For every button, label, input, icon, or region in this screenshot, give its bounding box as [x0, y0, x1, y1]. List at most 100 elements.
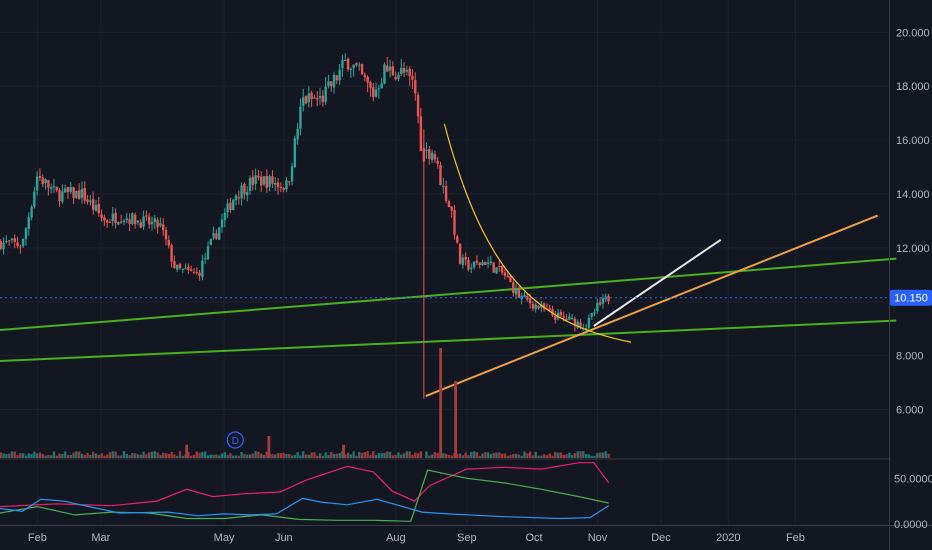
candle-body[interactable]	[251, 176, 255, 185]
candle-body[interactable]	[150, 221, 154, 225]
candle-body[interactable]	[456, 236, 459, 243]
candle-body[interactable]	[570, 317, 574, 319]
candle-body[interactable]	[391, 66, 395, 76]
candle-body[interactable]	[386, 65, 389, 72]
candle-body[interactable]	[584, 328, 588, 330]
candle-body[interactable]	[276, 182, 280, 188]
candle-body[interactable]	[562, 316, 565, 318]
candle-body[interactable]	[24, 228, 28, 240]
candle-body[interactable]	[330, 81, 333, 87]
candle-body[interactable]	[240, 185, 243, 199]
time-axis[interactable]: Feb Mar May Jun Aug Sep Oct Nov Dec 2020 Feb	[28, 532, 805, 544]
candle-body[interactable]	[425, 149, 428, 151]
candle-body[interactable]	[16, 242, 19, 247]
candle-body[interactable]	[461, 257, 465, 265]
candle-body[interactable]	[262, 176, 266, 185]
candle-body[interactable]	[478, 262, 481, 266]
candle-body[interactable]	[173, 261, 176, 269]
candle-body[interactable]	[534, 304, 537, 310]
candle-body[interactable]	[223, 212, 227, 220]
candle-body[interactable]	[271, 176, 274, 184]
candle-body[interactable]	[83, 188, 86, 201]
candle-body[interactable]	[35, 176, 39, 191]
candle-body[interactable]	[41, 177, 44, 185]
candle-body[interactable]	[428, 149, 431, 159]
candle-body[interactable]	[94, 204, 98, 211]
candle-body[interactable]	[108, 222, 112, 224]
candle-body[interactable]	[419, 116, 423, 151]
candle-body[interactable]	[405, 69, 409, 72]
candle-body[interactable]	[204, 258, 207, 260]
candle-body[interactable]	[489, 261, 493, 263]
candle-body[interactable]	[279, 186, 283, 188]
price-axis[interactable]: 20.00018.00016.00014.00012.00010.0008.00…	[896, 27, 930, 416]
candle-body[interactable]	[114, 212, 117, 224]
candle-body[interactable]	[52, 185, 56, 187]
candle-body[interactable]	[117, 222, 120, 225]
candle-body[interactable]	[436, 160, 439, 164]
candle-body[interactable]	[355, 63, 358, 66]
candle-body[interactable]	[97, 204, 100, 214]
candle-body[interactable]	[254, 175, 257, 184]
candle-body[interactable]	[514, 288, 518, 295]
candle-body[interactable]	[147, 216, 151, 225]
candle-body[interactable]	[503, 272, 507, 276]
candle-body[interactable]	[366, 76, 369, 83]
candle-body[interactable]	[321, 95, 325, 103]
candle-body[interactable]	[296, 128, 299, 140]
candle-body[interactable]	[33, 191, 36, 207]
candle-body[interactable]	[274, 182, 277, 185]
drawing-overlays[interactable]	[443, 123, 632, 343]
candle-body[interactable]	[49, 187, 53, 189]
candle-body[interactable]	[344, 59, 347, 61]
candle-body[interactable]	[176, 265, 179, 270]
candle-body[interactable]	[540, 304, 543, 308]
candle-body[interactable]	[587, 317, 591, 328]
candle-body[interactable]	[133, 214, 137, 224]
candle-body[interactable]	[290, 166, 294, 182]
candle-body[interactable]	[89, 200, 92, 203]
candle-body[interactable]	[593, 312, 596, 314]
candle-body[interactable]	[349, 68, 353, 70]
candle-body[interactable]	[119, 221, 123, 223]
candle-body[interactable]	[332, 74, 336, 88]
candle-body[interactable]	[372, 87, 375, 97]
candle-body[interactable]	[559, 312, 563, 316]
candle-body[interactable]	[358, 64, 361, 66]
candle-body[interactable]	[237, 197, 241, 199]
candle-body[interactable]	[596, 302, 599, 312]
candle-body[interactable]	[377, 88, 381, 90]
candle-body[interactable]	[209, 238, 213, 245]
candle-body[interactable]	[327, 81, 330, 87]
candle-body[interactable]	[128, 219, 131, 224]
candle-body[interactable]	[576, 321, 579, 328]
candle-body[interactable]	[282, 187, 285, 190]
candle-body[interactable]	[218, 227, 221, 240]
candle-body[interactable]	[44, 179, 47, 184]
candle-body[interactable]	[484, 262, 487, 266]
candle-body[interactable]	[136, 220, 140, 223]
candle-body[interactable]	[601, 298, 605, 304]
candle-body[interactable]	[161, 224, 165, 231]
candle-body[interactable]	[464, 257, 467, 260]
candle-body[interactable]	[201, 260, 204, 278]
candle-body[interactable]	[352, 64, 355, 69]
candle-body[interactable]	[537, 305, 540, 309]
candle-body[interactable]	[416, 94, 420, 117]
candle-body[interactable]	[72, 187, 75, 199]
candle-body[interactable]	[335, 75, 339, 81]
candle-body[interactable]	[19, 246, 22, 248]
candle-body[interactable]	[260, 176, 263, 186]
candle-body[interactable]	[548, 308, 551, 311]
candle-body[interactable]	[299, 106, 302, 129]
candle-body[interactable]	[243, 183, 246, 195]
candle-body[interactable]	[307, 93, 311, 103]
candle-body[interactable]	[324, 86, 327, 102]
candle-body[interactable]	[184, 268, 187, 270]
candle-body[interactable]	[61, 191, 64, 202]
candle-body[interactable]	[111, 213, 114, 222]
candle-body[interactable]	[316, 97, 319, 100]
candle-body[interactable]	[346, 58, 350, 70]
candle-body[interactable]	[400, 67, 403, 75]
